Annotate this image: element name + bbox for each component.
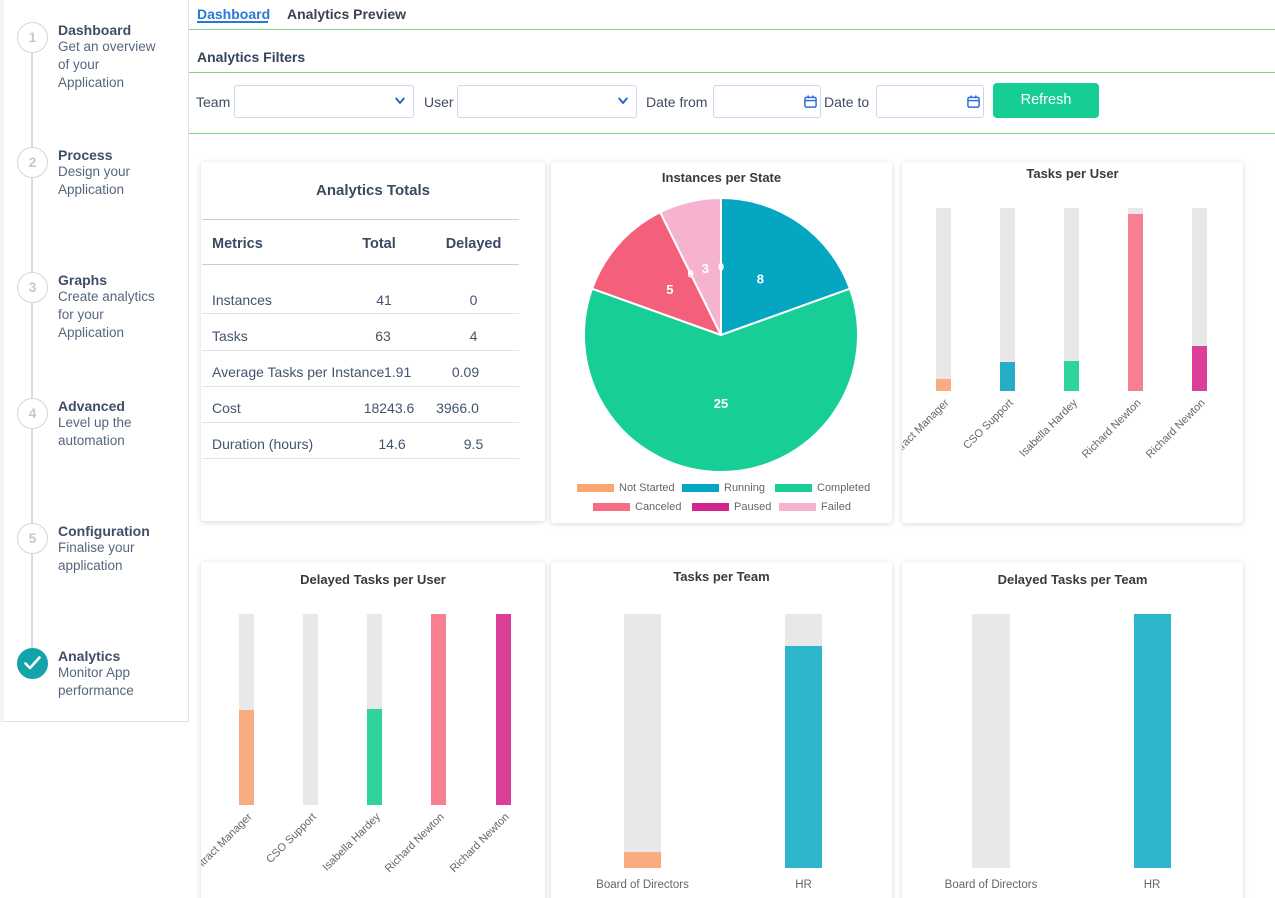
- svg-text:8: 8: [757, 272, 764, 287]
- svg-text:0: 0: [718, 262, 724, 274]
- svg-text:25: 25: [714, 396, 728, 411]
- svg-text:5: 5: [666, 282, 673, 297]
- svg-text:0: 0: [688, 269, 694, 281]
- svg-text:3: 3: [702, 261, 709, 276]
